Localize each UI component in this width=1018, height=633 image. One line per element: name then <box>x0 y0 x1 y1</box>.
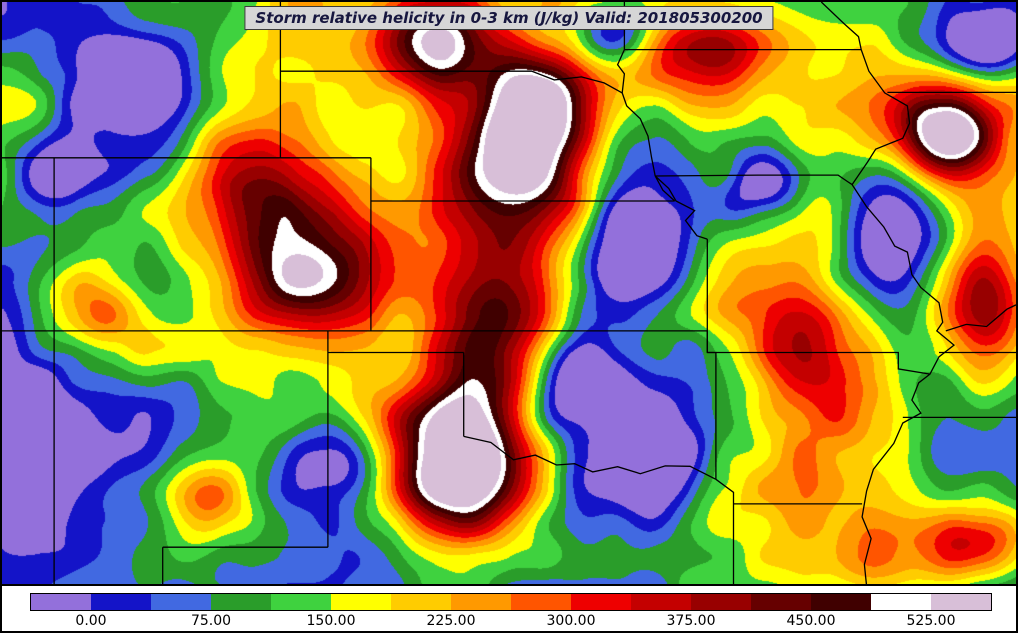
colorbar-tick-label: 225.00 <box>426 613 476 629</box>
helicity-field-canvas <box>2 2 1016 584</box>
colorbar-tick-labels: 0.00 75.00 150.00 225.00 300.00 375.00 450.00 5… <box>2 613 1016 629</box>
colorbar-tick-label: 75.00 <box>190 613 232 629</box>
colorbar-segment <box>571 594 631 610</box>
colorbar-segment <box>271 594 331 610</box>
colorbar-segment <box>871 594 931 610</box>
state-border-line <box>851 184 956 584</box>
state-border-line <box>616 49 656 177</box>
colorbar-segment <box>391 594 451 610</box>
state-border-line <box>463 435 717 480</box>
colorbar-segment <box>811 594 871 610</box>
state-border-line <box>715 478 735 584</box>
state-borders-overlay <box>2 2 1016 584</box>
map-title-box: Storm relative helicity in 0-3 km (J/kg)… <box>244 6 774 30</box>
state-border-line <box>655 174 853 186</box>
state-border-line <box>945 304 1016 332</box>
colorbar-tick-label: 375.00 <box>666 613 716 629</box>
colorbar-segment <box>151 594 211 610</box>
colorbar-tick-label: 450.00 <box>786 613 836 629</box>
colorbar-gradient <box>30 593 992 611</box>
colorbar-tick-label: 525.00 <box>906 613 956 629</box>
state-border-line <box>820 2 862 50</box>
state-border-line <box>707 351 931 375</box>
state-border-line <box>706 330 717 480</box>
colorbar-segment <box>451 594 511 610</box>
colorbar-segment <box>751 594 811 610</box>
colorbar-tick-label: 0.00 <box>75 613 107 629</box>
colorbar-segment <box>511 594 571 610</box>
colorbar-tick-label: 150.00 <box>306 613 356 629</box>
colorbar-segment <box>31 594 91 610</box>
state-border-line <box>851 49 911 185</box>
colorbar-segment <box>91 594 151 610</box>
state-border-line <box>654 175 676 202</box>
state-border-line <box>280 70 623 94</box>
colorbar-segment <box>631 594 691 610</box>
colorbar-segment <box>691 594 751 610</box>
colorbar-segment <box>331 594 391 610</box>
colorbar-segment <box>931 594 991 610</box>
colorbar-tick-label: 300.00 <box>546 613 596 629</box>
map-area: Storm relative helicity in 0-3 km (J/kg)… <box>2 2 1016 586</box>
colorbar-segment <box>211 594 271 610</box>
state-border-line <box>654 175 708 240</box>
map-title-text: Storm relative helicity in 0-3 km (J/kg)… <box>255 9 763 27</box>
